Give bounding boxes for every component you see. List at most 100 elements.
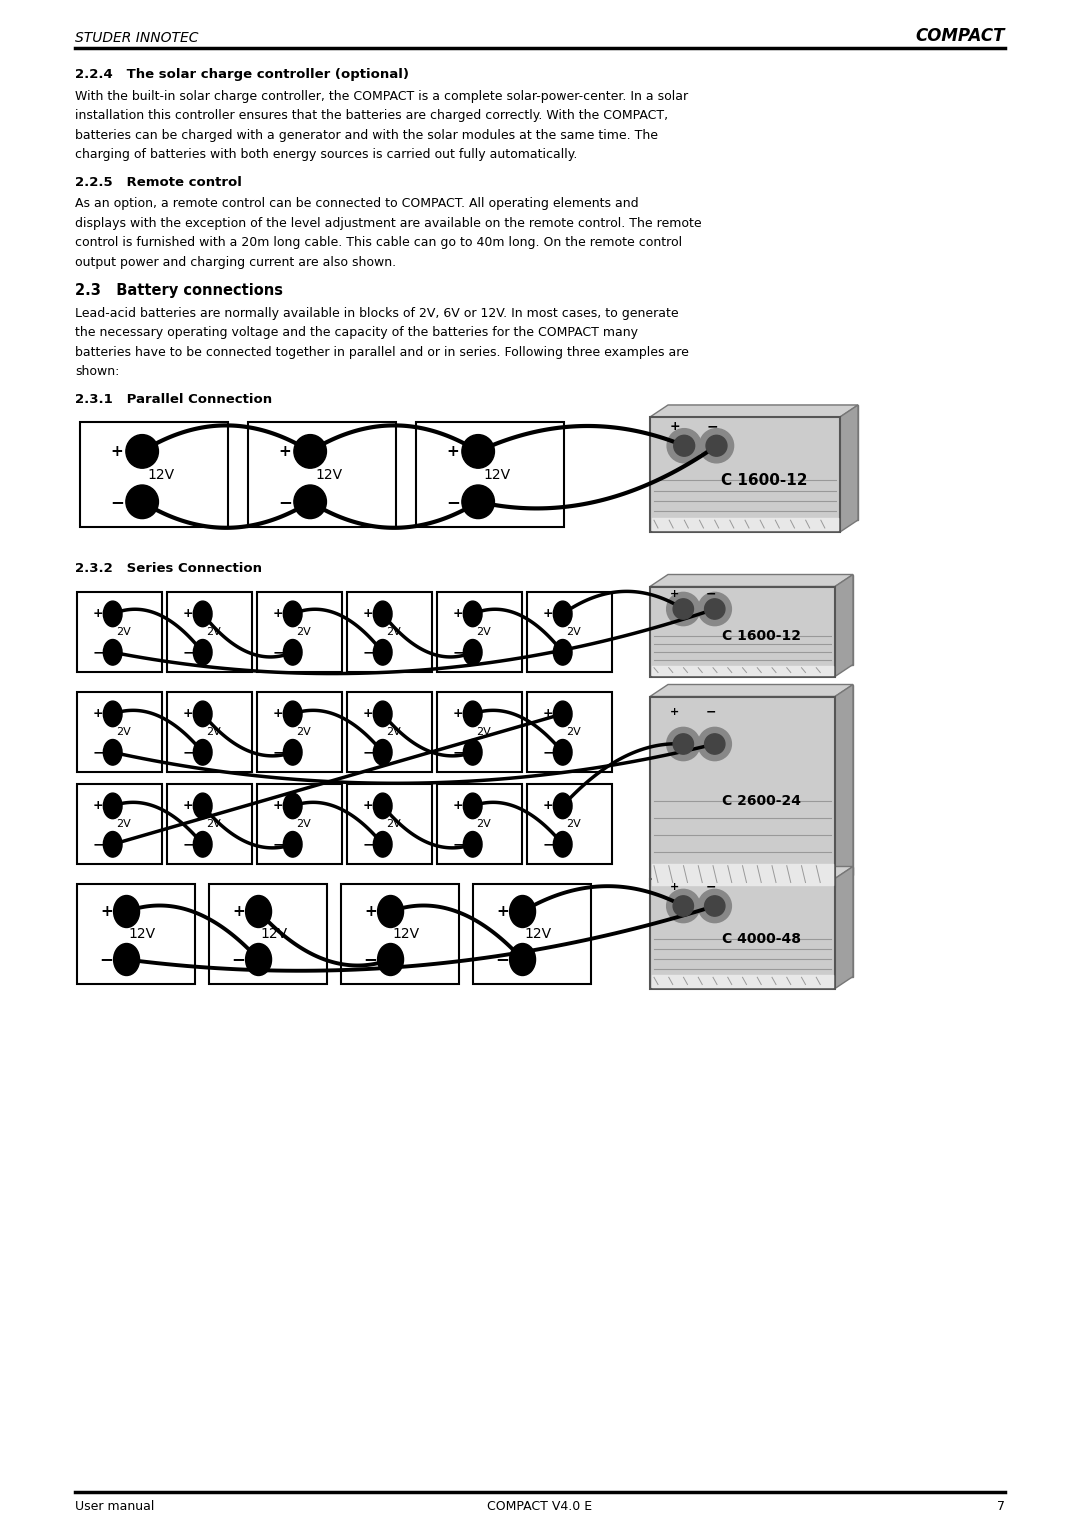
Ellipse shape: [113, 943, 139, 975]
Text: +: +: [183, 707, 193, 720]
Ellipse shape: [193, 740, 212, 766]
Text: 2V: 2V: [117, 819, 131, 828]
Text: 2.3   Battery connections: 2.3 Battery connections: [75, 283, 283, 298]
Text: batteries can be charged with a generator and with the solar modules at the same: batteries can be charged with a generato…: [75, 128, 658, 142]
Polygon shape: [835, 866, 853, 989]
Ellipse shape: [462, 484, 495, 518]
Text: −: −: [453, 837, 464, 851]
Bar: [347, 692, 432, 772]
Text: +: +: [100, 905, 113, 918]
Text: +: +: [543, 608, 554, 620]
Text: −: −: [542, 746, 554, 759]
Ellipse shape: [374, 701, 392, 727]
Text: 2.2.5   Remote control: 2.2.5 Remote control: [75, 176, 242, 188]
Ellipse shape: [126, 434, 159, 468]
Bar: [257, 692, 342, 772]
Text: −: −: [706, 880, 716, 894]
Circle shape: [674, 435, 694, 457]
Circle shape: [698, 593, 731, 625]
Bar: [210, 883, 327, 984]
Ellipse shape: [374, 831, 392, 857]
Ellipse shape: [374, 740, 392, 766]
Bar: [416, 422, 564, 527]
Text: +: +: [670, 588, 678, 599]
Bar: [650, 587, 835, 677]
Circle shape: [673, 599, 693, 619]
Ellipse shape: [283, 831, 302, 857]
Text: +: +: [670, 420, 680, 432]
Bar: [437, 692, 522, 772]
Ellipse shape: [463, 601, 482, 626]
Ellipse shape: [283, 640, 302, 665]
Text: charging of batteries with both energy sources is carried out fully automaticall: charging of batteries with both energy s…: [75, 148, 578, 160]
Ellipse shape: [553, 740, 572, 766]
Text: +: +: [273, 707, 284, 720]
Ellipse shape: [283, 793, 302, 819]
Circle shape: [704, 895, 725, 917]
Text: 2.3.1   Parallel Connection: 2.3.1 Parallel Connection: [75, 393, 272, 405]
Bar: [473, 883, 591, 984]
Polygon shape: [835, 685, 853, 886]
Text: −: −: [231, 950, 245, 969]
Ellipse shape: [553, 831, 572, 857]
Ellipse shape: [374, 640, 392, 665]
Text: 2V: 2V: [206, 626, 221, 637]
Bar: [437, 784, 522, 863]
Text: 2V: 2V: [117, 726, 131, 736]
Text: +: +: [363, 608, 374, 620]
Text: 2V: 2V: [117, 626, 131, 637]
Text: 2V: 2V: [387, 726, 401, 736]
Ellipse shape: [294, 484, 326, 518]
Text: +: +: [453, 608, 463, 620]
Text: With the built-in solar charge controller, the COMPACT is a complete solar-power: With the built-in solar charge controlle…: [75, 90, 688, 102]
Bar: [437, 591, 522, 671]
Ellipse shape: [104, 793, 122, 819]
Text: 2V: 2V: [387, 626, 401, 637]
Bar: [257, 784, 342, 863]
Bar: [650, 879, 835, 989]
Ellipse shape: [113, 895, 139, 927]
Ellipse shape: [463, 640, 482, 665]
Text: 2V: 2V: [476, 819, 491, 828]
Text: −: −: [707, 419, 718, 434]
Text: −: −: [93, 746, 104, 759]
Text: 12V: 12V: [484, 468, 511, 481]
Ellipse shape: [510, 895, 536, 927]
Ellipse shape: [126, 484, 159, 518]
Text: −: −: [446, 494, 460, 510]
Ellipse shape: [374, 601, 392, 626]
Text: Lead-acid batteries are normally available in blocks of 2V, 6V or 12V. In most c: Lead-acid batteries are normally availab…: [75, 307, 678, 319]
Text: 12V: 12V: [260, 926, 287, 941]
Text: −: −: [183, 746, 194, 759]
Ellipse shape: [294, 434, 326, 468]
Text: +: +: [453, 707, 463, 720]
Circle shape: [704, 733, 725, 755]
Text: −: −: [542, 837, 554, 851]
Text: −: −: [542, 645, 554, 659]
Ellipse shape: [104, 831, 122, 857]
Circle shape: [706, 435, 727, 457]
Polygon shape: [669, 405, 858, 520]
Text: 2V: 2V: [476, 626, 491, 637]
Text: −: −: [272, 837, 284, 851]
Text: C 1600-12: C 1600-12: [721, 630, 800, 643]
Text: shown:: shown:: [75, 365, 120, 377]
Ellipse shape: [245, 943, 271, 975]
Text: −: −: [93, 645, 104, 659]
Ellipse shape: [193, 793, 212, 819]
Text: User manual: User manual: [75, 1500, 154, 1513]
Ellipse shape: [283, 740, 302, 766]
Text: 12V: 12V: [524, 926, 552, 941]
Circle shape: [666, 727, 700, 761]
Text: −: −: [110, 494, 124, 510]
Text: COMPACT V4.0 E: COMPACT V4.0 E: [487, 1500, 593, 1513]
Circle shape: [673, 733, 693, 755]
Text: installation this controller ensures that the batteries are charged correctly. W: installation this controller ensures tha…: [75, 108, 669, 122]
Text: −: −: [453, 746, 464, 759]
Circle shape: [673, 895, 693, 917]
Text: +: +: [93, 707, 104, 720]
Text: control is furnished with a 20m long cable. This cable can go to 40m long. On th: control is furnished with a 20m long cab…: [75, 235, 683, 249]
Bar: [77, 591, 162, 671]
Polygon shape: [650, 405, 858, 417]
Ellipse shape: [553, 601, 572, 626]
